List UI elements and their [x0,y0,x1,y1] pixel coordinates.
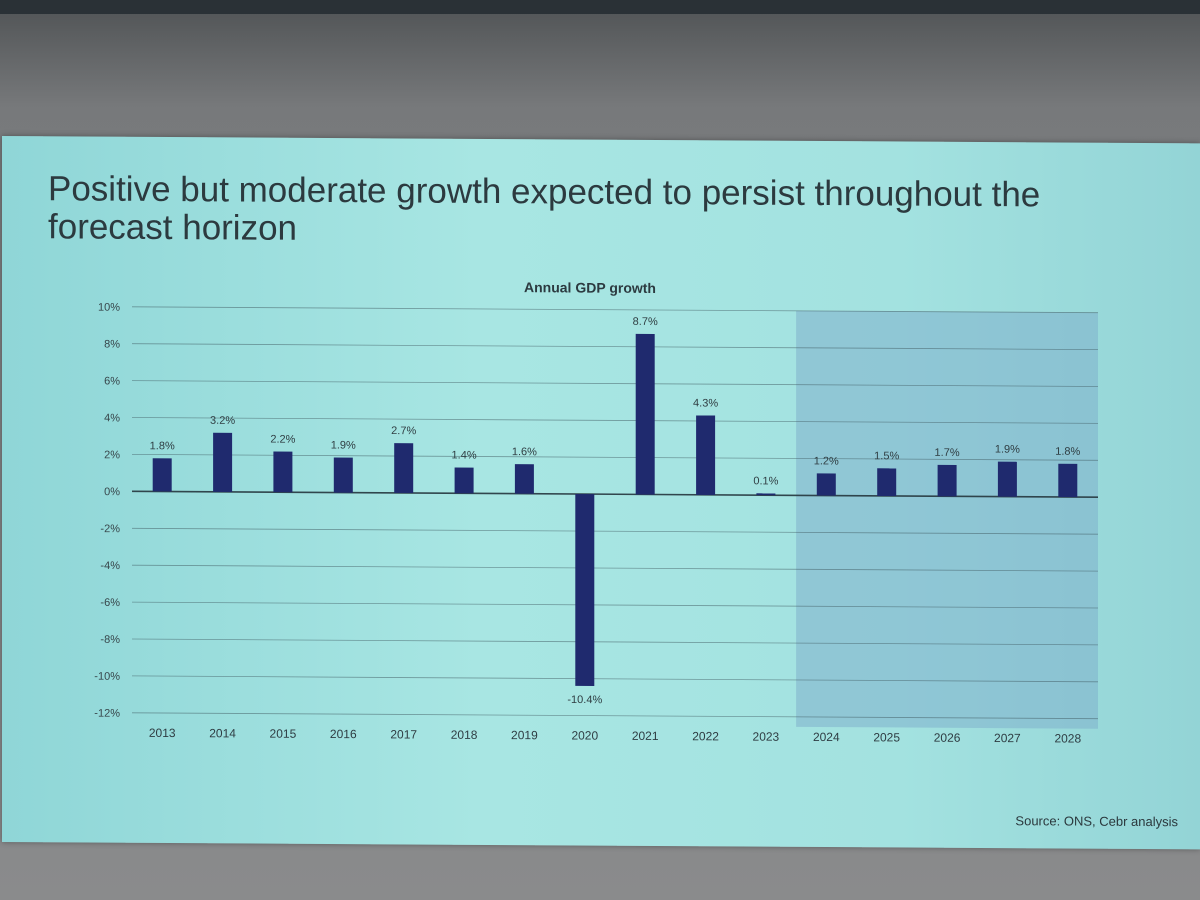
bar-2027 [997,461,1017,497]
x-tick-label-2019: 2019 [511,728,538,742]
gridline [132,453,1098,461]
data-label-2013: 1.8% [150,440,175,452]
data-label-2025: 1.5% [874,450,899,462]
gridline [132,417,1098,424]
bar-2018 [454,467,474,494]
x-tick-label-2014: 2014 [209,726,236,740]
bar-2023 [756,493,776,496]
x-tick-label-2020: 2020 [571,728,598,742]
y-tick-label: 10% [98,302,120,314]
x-tick-label-2018: 2018 [451,728,478,742]
data-label-2024: 1.2% [814,455,839,467]
bar-2026 [937,464,957,497]
x-tick-label-2025: 2025 [873,730,900,744]
bar-2025 [877,468,897,497]
gridline [132,343,1098,350]
bar-2022 [696,415,716,495]
y-tick-label: -2% [100,523,120,535]
y-tick-label: 6% [104,375,120,387]
y-tick-label: -12% [94,708,120,720]
forecast-shaded-region [796,310,1098,729]
x-tick-label-2016: 2016 [330,727,357,741]
gdp-growth-chart: Annual GDP growth 10% 8% 6% 4% 2% 0% -2% -4% -6%… [94,279,1098,746]
data-label-2028: 1.8% [1055,446,1080,458]
bar-2020 [575,494,595,687]
x-tick-label-2015: 2015 [270,727,297,741]
zero-axis-line [132,490,1098,498]
source-note: Source: ONS, Cebr analysis [1015,813,1178,830]
data-label-2026: 1.7% [935,447,960,459]
gridline [132,306,1098,314]
bar-2013 [152,458,172,492]
y-tick-label: -10% [94,671,120,683]
bar-2021 [635,333,655,495]
gridline [132,638,1098,646]
screen-bezel [0,0,1200,14]
y-tick-label: -4% [100,560,120,572]
data-label-2017: 2.7% [391,425,416,437]
y-tick-label: -6% [100,597,120,609]
x-tick-label-2024: 2024 [813,730,840,744]
slide: Positive but moderate growth expected to… [2,136,1200,850]
data-label-2019: 1.6% [512,446,537,458]
data-label-2018: 1.4% [452,449,477,461]
y-tick-label: 0% [104,486,120,498]
data-label-2015: 2.2% [270,434,295,446]
x-tick-label-2023: 2023 [753,730,780,744]
bar-2028 [1058,463,1078,498]
gridline [132,712,1098,720]
bar-2019 [514,464,534,494]
gridline [132,675,1098,683]
x-tick-label-2028: 2028 [1054,731,1081,745]
bar-2024 [816,473,836,496]
bar-2015 [273,451,293,493]
x-tick-label-2013: 2013 [149,726,176,740]
gridline [132,564,1098,572]
x-tick-label-2021: 2021 [632,729,659,743]
gridline [132,527,1098,535]
data-label-2027: 1.9% [995,444,1020,456]
data-label-2020: -10.4% [567,694,602,706]
chart-title: Annual GDP growth [524,279,656,296]
bar-2016 [333,457,353,493]
x-tick-label-2022: 2022 [692,729,719,743]
data-label-2021: 8.7% [633,316,658,328]
data-label-2022: 4.3% [693,397,718,409]
y-tick-label: 4% [104,412,120,424]
y-tick-label: -8% [100,634,120,646]
x-tick-label-2027: 2027 [994,731,1021,745]
data-label-2014: 3.2% [210,415,235,427]
x-tick-label-2017: 2017 [390,727,417,741]
bar-2014 [213,432,233,493]
x-tick-label-2026: 2026 [934,731,961,745]
gridline [132,380,1098,387]
y-tick-label: 2% [104,449,120,461]
y-tick-label: 8% [104,339,120,351]
data-label-2023: 0.1% [753,475,778,487]
bar-2017 [394,443,414,494]
data-label-2016: 1.9% [331,440,356,452]
gridline [132,601,1098,609]
